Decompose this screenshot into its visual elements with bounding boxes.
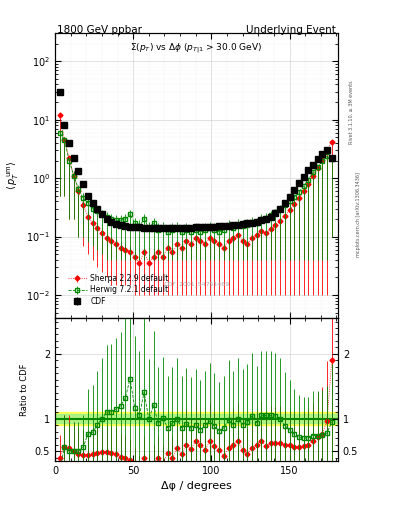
Text: mcplots.cern.ch [arXiv:1306.3436]: mcplots.cern.ch [arXiv:1306.3436] [356,173,361,258]
Text: $\Sigma(p_T)$ vs $\Delta\phi$ ($p_{T|1}$ > 30.0 GeV): $\Sigma(p_T)$ vs $\Delta\phi$ ($p_{T|1}$… [130,42,263,56]
Bar [55,412,338,425]
Bar [55,414,338,423]
Legend: Sherpa 2.2.9 default, Herwig 7.2.1 default, CDF: Sherpa 2.2.9 default, Herwig 7.2.1 defau… [64,271,172,309]
Y-axis label: $\langle\, p_T^{\,\mathrm{um}}\rangle$: $\langle\, p_T^{\,\mathrm{um}}\rangle$ [6,161,21,190]
Text: CDF_2001_S4751469: CDF_2001_S4751469 [163,281,230,287]
Text: Rivet 3.1.10, ≥ 3M events: Rivet 3.1.10, ≥ 3M events [349,81,354,144]
Text: Underlying Event: Underlying Event [246,25,336,35]
X-axis label: Δφ / degrees: Δφ / degrees [161,481,232,491]
Y-axis label: Ratio to CDF: Ratio to CDF [20,364,29,416]
Text: 1800 GeV ppbar: 1800 GeV ppbar [57,25,142,35]
